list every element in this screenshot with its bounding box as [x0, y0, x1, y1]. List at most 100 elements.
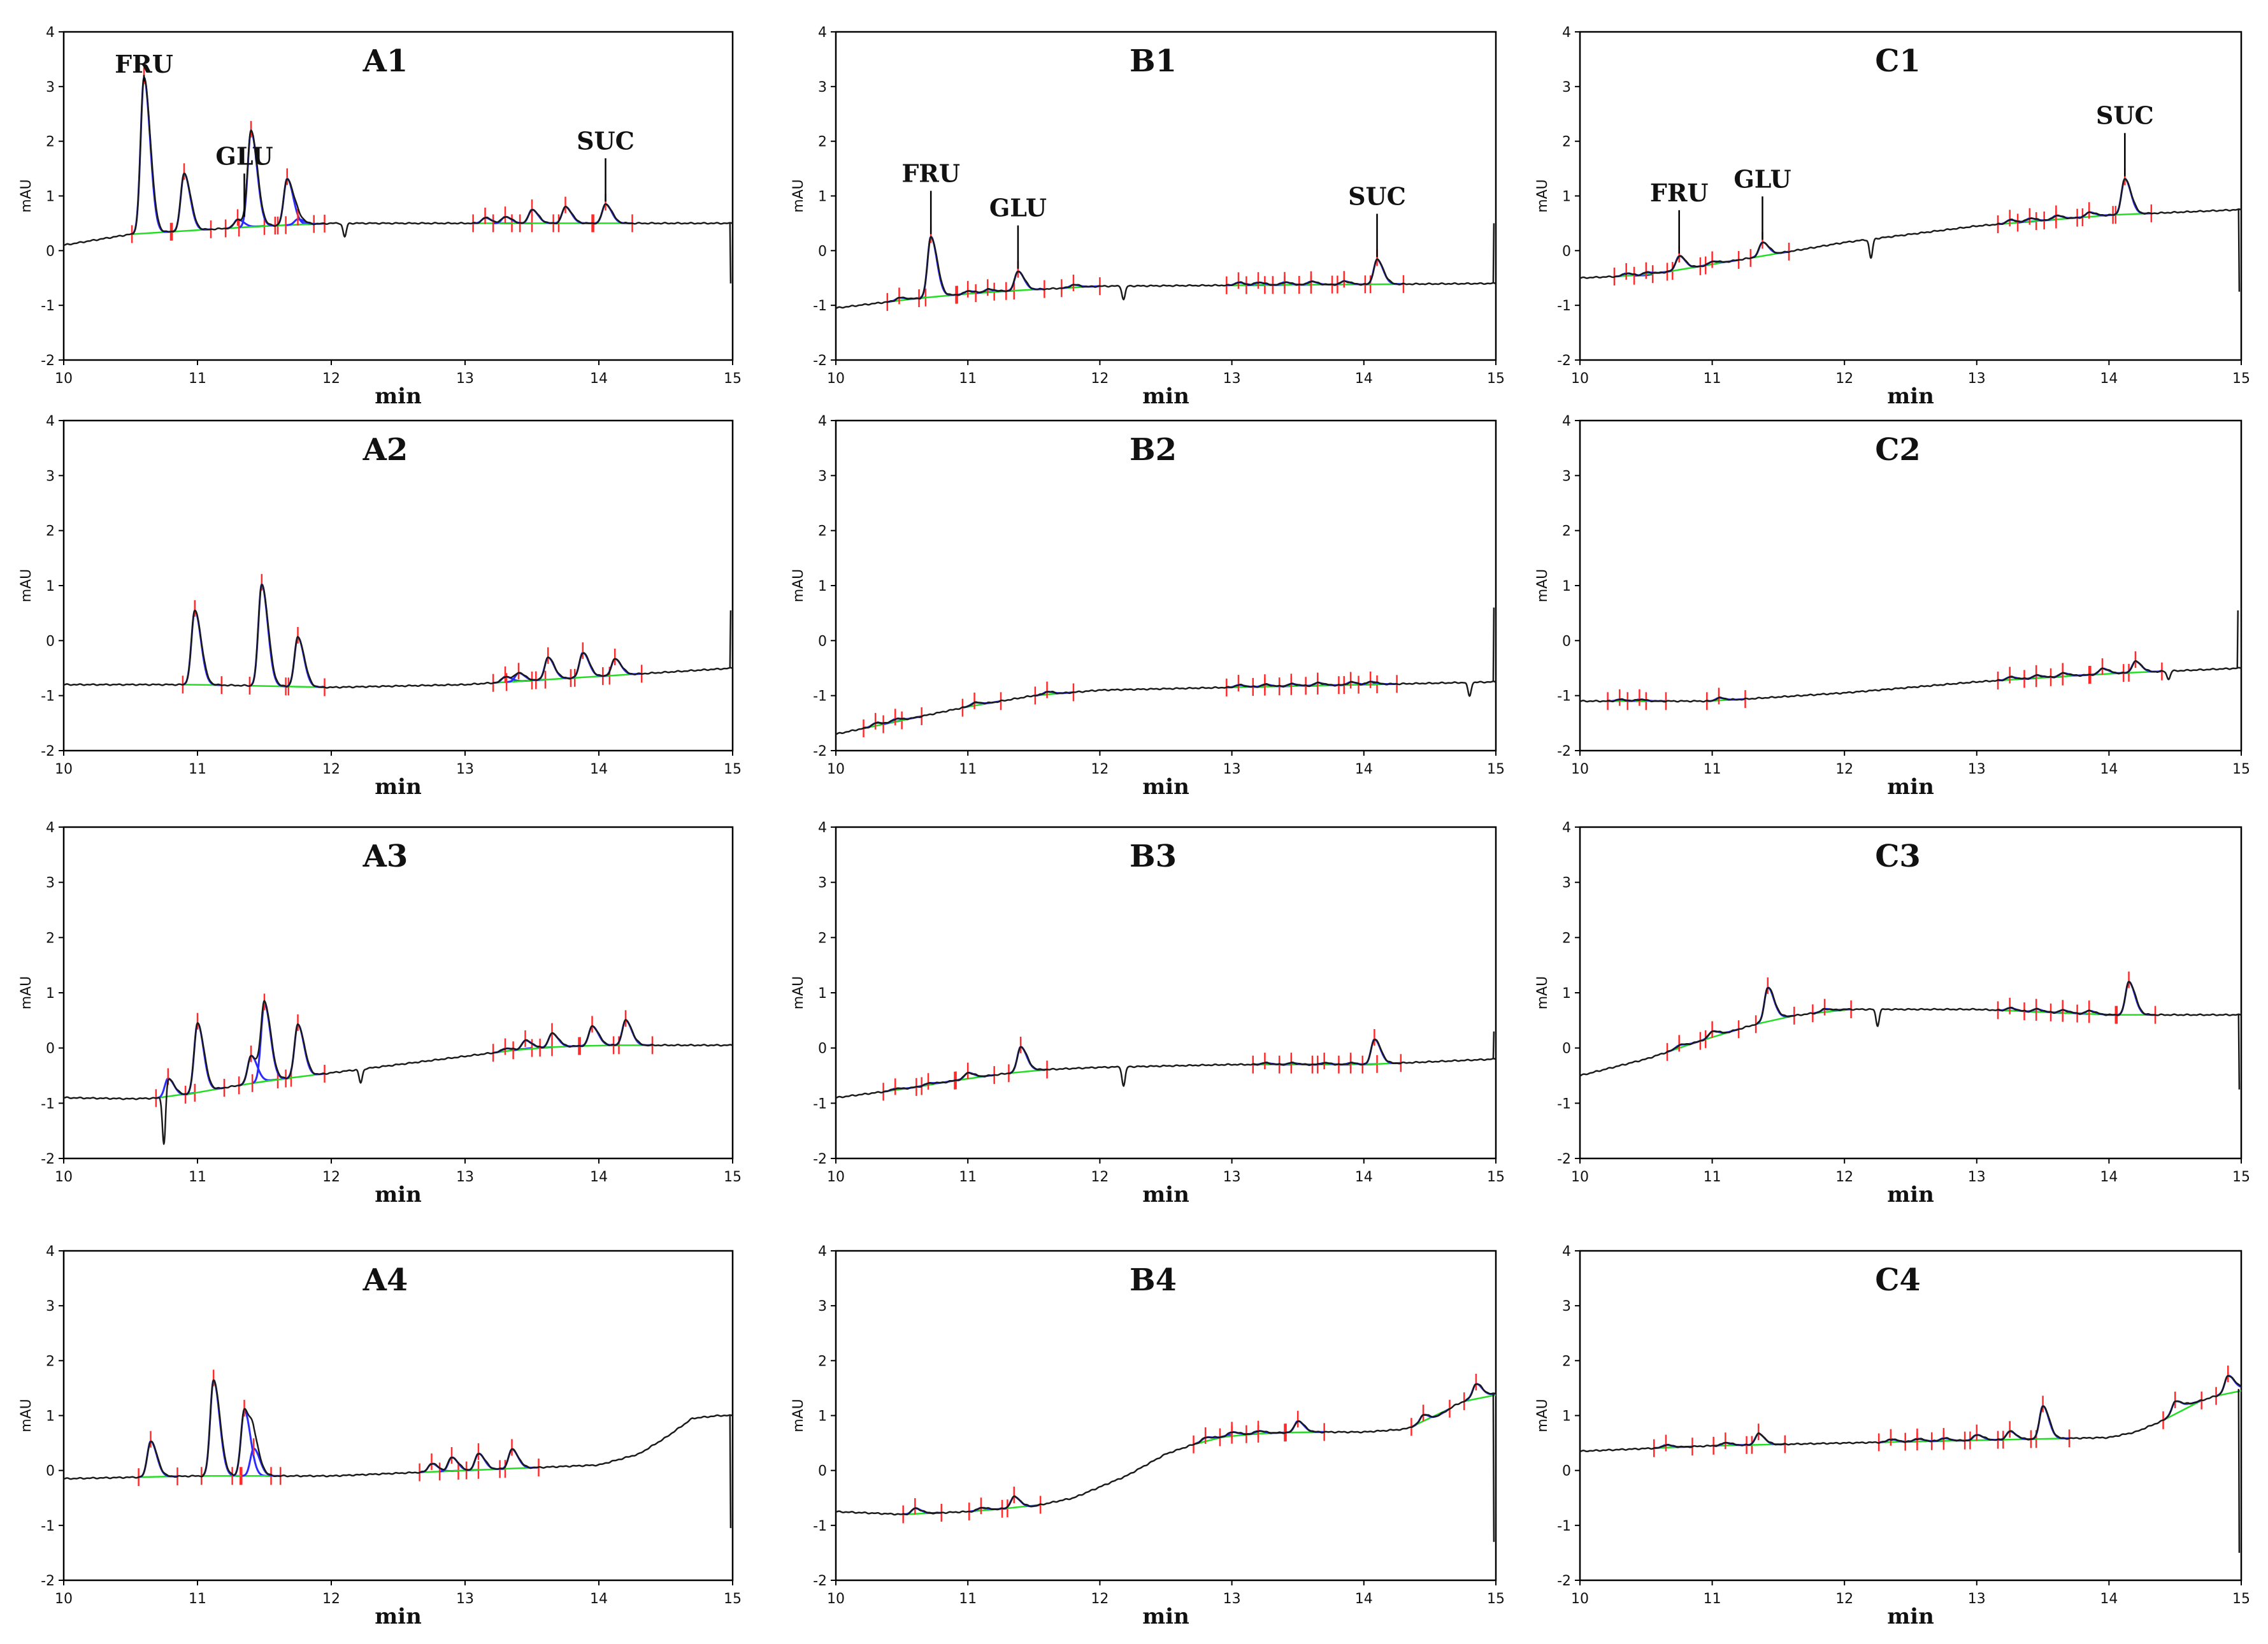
- chromatogram-trace: [64, 584, 733, 689]
- plot-area: [64, 67, 733, 284]
- plot-area: [836, 1028, 1496, 1101]
- x-tick-label: 12: [1835, 1169, 1853, 1185]
- y-tick-label: 1: [46, 579, 55, 595]
- y-tick-label: 2: [818, 134, 827, 150]
- chromatogram-trace: [836, 607, 1496, 735]
- plot-area: [836, 607, 1496, 738]
- chromatogram-trace: [64, 1379, 733, 1529]
- y-tick-label: 0: [46, 243, 55, 259]
- y-tick-label: 0: [818, 243, 827, 259]
- y-tick-label: 1: [1562, 579, 1571, 595]
- x-tick-label: 13: [1968, 1591, 1986, 1607]
- x-tick-label: 15: [724, 761, 742, 777]
- y-tick-label: 4: [46, 1244, 55, 1260]
- y-tick-label: -2: [1557, 744, 1571, 760]
- x-axis-label: min: [1142, 1182, 1189, 1208]
- y-tick-label: 1: [46, 986, 55, 1002]
- y-tick-label: -1: [813, 298, 827, 314]
- y-tick-label: 0: [818, 633, 827, 649]
- plot-frame: [835, 1250, 1497, 1582]
- y-tick-label: -1: [1557, 689, 1571, 705]
- x-tick-label: 15: [724, 1591, 742, 1607]
- x-tick-label: 12: [1835, 371, 1853, 387]
- panel-title: B3: [1130, 839, 1177, 874]
- y-axis-label: mAU: [1535, 976, 1551, 1010]
- x-tick-label: 10: [1571, 1169, 1589, 1185]
- x-tick-label: 13: [1968, 371, 1986, 387]
- plot-frame: [835, 31, 1497, 361]
- x-tick-label: 15: [2232, 1591, 2250, 1607]
- x-tick-label: 10: [827, 761, 845, 777]
- y-axis-label: mAU: [791, 976, 807, 1010]
- x-tick-label: 10: [55, 371, 73, 387]
- y-tick-label: 4: [1562, 25, 1571, 41]
- y-tick-label: 3: [1562, 1299, 1571, 1315]
- x-tick-label: 14: [590, 371, 608, 387]
- chromatogram-trace: [64, 1000, 733, 1145]
- y-tick-label: -2: [813, 1573, 827, 1589]
- peak-label-suc: SUC: [577, 126, 635, 155]
- peak-baseline: [1464, 1394, 1496, 1402]
- plot-frame: [62, 419, 734, 752]
- x-tick-label: 13: [456, 1169, 474, 1185]
- plot-frame: [62, 826, 734, 1160]
- y-tick-label: -1: [1557, 1096, 1571, 1112]
- x-tick-label: 11: [959, 371, 977, 387]
- y-tick-label: 2: [818, 930, 827, 946]
- plot-frame: [1579, 826, 2243, 1160]
- panel-title: B2: [1130, 432, 1177, 468]
- y-tick-label: 2: [46, 930, 55, 946]
- y-tick-label: 1: [818, 579, 827, 595]
- y-tick-label: -2: [813, 1151, 827, 1167]
- y-tick-label: 3: [46, 1299, 55, 1315]
- y-tick-label: 2: [1562, 930, 1571, 946]
- chromatogram-trace: [1580, 610, 2241, 703]
- y-tick-label: 1: [818, 189, 827, 205]
- plot-area: [836, 223, 1496, 311]
- y-tick-label: 2: [46, 524, 55, 540]
- chromatogram-trace: [836, 1383, 1496, 1542]
- x-tick-label: 11: [1704, 761, 1721, 777]
- plot-area: [1580, 168, 2241, 292]
- x-tick-label: 11: [959, 1169, 977, 1185]
- y-tick-label: -2: [41, 1151, 55, 1167]
- peak-label-suc: SUC: [2096, 101, 2154, 130]
- y-tick-label: -1: [1557, 298, 1571, 314]
- x-tick-label: 11: [1704, 1169, 1721, 1185]
- y-tick-label: 4: [818, 414, 827, 429]
- y-tick-label: -2: [41, 1573, 55, 1589]
- y-axis-label: mAU: [1535, 569, 1551, 603]
- y-tick-label: -1: [813, 1096, 827, 1112]
- peak-label-fru: FRU: [115, 50, 173, 78]
- x-tick-label: 10: [827, 1591, 845, 1607]
- x-tick-label: 12: [1091, 1169, 1109, 1185]
- y-tick-label: 0: [46, 633, 55, 649]
- y-tick-label: -2: [1557, 353, 1571, 369]
- y-tick-label: 3: [46, 468, 55, 484]
- x-tick-label: 12: [1835, 761, 1853, 777]
- chromatogram-trace: [836, 1031, 1496, 1099]
- y-axis-label: mAU: [18, 1399, 34, 1432]
- plot-area: [836, 1373, 1496, 1542]
- x-axis-label: min: [1887, 384, 1934, 409]
- y-tick-label: 3: [1562, 468, 1571, 484]
- x-tick-label: 15: [1487, 1591, 1505, 1607]
- y-tick-label: 4: [46, 25, 55, 41]
- y-tick-label: -2: [41, 744, 55, 760]
- plot-frame: [1579, 419, 2243, 752]
- x-tick-label: 11: [189, 761, 206, 777]
- plot-area: [1580, 1366, 2241, 1553]
- x-tick-label: 15: [724, 371, 742, 387]
- x-tick-label: 13: [456, 761, 474, 777]
- x-tick-label: 14: [590, 1591, 608, 1607]
- x-tick-label: 12: [1091, 761, 1109, 777]
- plot-area: [64, 573, 733, 696]
- peak-baseline: [2162, 1399, 2202, 1421]
- x-tick-label: 10: [1571, 1591, 1589, 1607]
- y-tick-label: 0: [46, 1041, 55, 1057]
